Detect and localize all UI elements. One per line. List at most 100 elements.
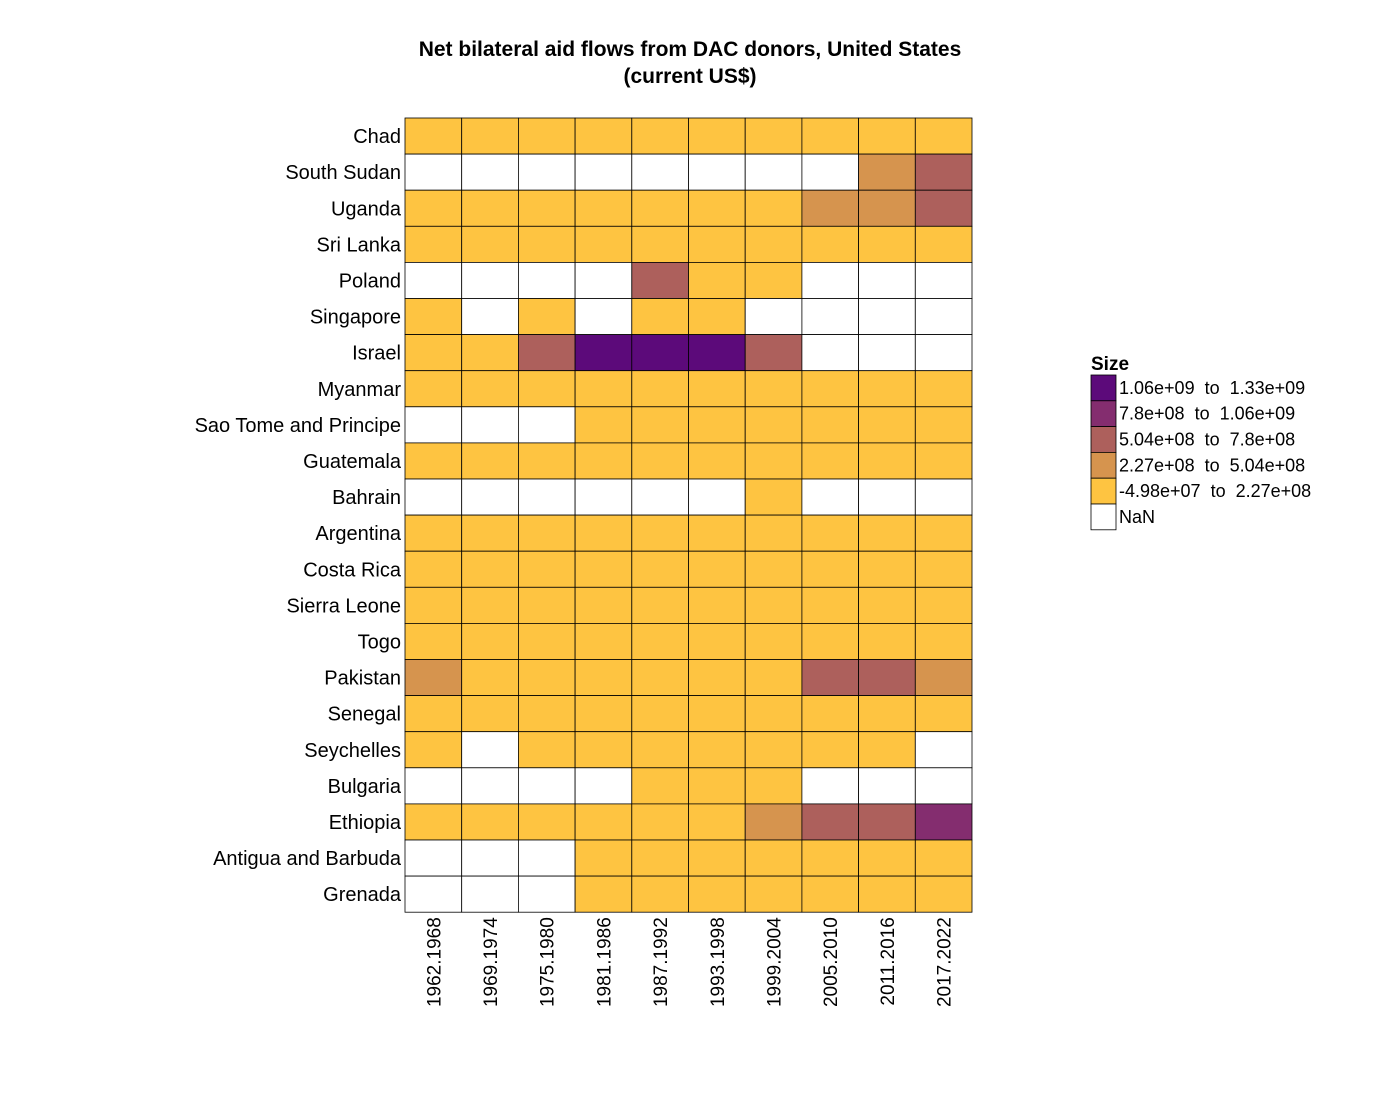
row-label: Sri Lanka: [317, 234, 402, 256]
heatmap-cell: [858, 767, 916, 805]
heatmap-cell: [914, 839, 973, 877]
heatmap-cell: [461, 478, 519, 516]
heatmap-cell: [688, 514, 746, 552]
heatmap-cell: [404, 550, 463, 588]
heatmap-cell: [801, 261, 860, 299]
heatmap-cell: [461, 875, 519, 913]
heatmap-cell: [744, 695, 803, 733]
row-label: Costa Rica: [303, 559, 402, 581]
heatmap-cell: [801, 334, 860, 372]
heatmap-cell: [574, 623, 633, 660]
row-label: Antigua and Barbuda: [213, 848, 402, 870]
heatmap-cell: [631, 586, 689, 624]
heatmap-cell: [744, 406, 803, 444]
heatmap-cell: [404, 731, 463, 769]
heatmap-cell: [518, 298, 576, 335]
heatmap-cell: [574, 261, 633, 299]
row-label: South Sudan: [285, 162, 401, 184]
row-label: Uganda: [331, 198, 402, 220]
heatmap-cell: [461, 370, 519, 408]
heatmap-cell: [801, 803, 860, 841]
heatmap-cell: [858, 875, 916, 913]
heatmap-cell: [631, 695, 689, 733]
heatmap-cell: [688, 117, 746, 155]
heatmap-cell: [688, 875, 746, 913]
heatmap-cell: [404, 442, 463, 480]
heatmap-cell: [744, 478, 803, 516]
legend-label: NaN: [1119, 507, 1155, 527]
heatmap-cell: [801, 550, 860, 588]
row-label: Myanmar: [318, 379, 402, 401]
heatmap-cell: [574, 767, 633, 805]
heatmap-cell: [461, 731, 519, 769]
legend-label: 5.04e+08 to 7.8e+08: [1119, 430, 1295, 450]
heatmap-cell: [914, 659, 973, 696]
heatmap-cell: [518, 695, 576, 733]
heatmap-cell: [744, 623, 803, 660]
heatmap-cell: [914, 298, 973, 335]
heatmap-cell: [744, 803, 803, 841]
heatmap-cell: [631, 803, 689, 841]
heatmap-cell: [858, 298, 916, 335]
row-label: Argentina: [315, 523, 401, 545]
heatmap-cell: [914, 514, 973, 552]
heatmap-cell: [631, 442, 689, 480]
heatmap-cell: [914, 586, 973, 624]
heatmap-cell: [688, 803, 746, 841]
heatmap-cell: [688, 298, 746, 335]
heatmap-cell: [461, 550, 519, 588]
heatmap-cell: [404, 334, 463, 372]
heatmap-cell: [688, 334, 746, 372]
heatmap-cell: [688, 839, 746, 877]
legend-swatch: [1090, 374, 1117, 402]
heatmap-cell: [858, 695, 916, 733]
heatmap-cell: [801, 370, 860, 408]
heatmap-cell: [574, 406, 633, 444]
row-label: Bahrain: [332, 487, 401, 509]
heatmap-cell: [518, 803, 576, 841]
heatmap-cell: [574, 189, 633, 227]
heatmap-cell: [518, 189, 576, 227]
heatmap-cell: [404, 659, 463, 696]
heatmap-cell: [518, 550, 576, 588]
heatmap-cell: [518, 225, 576, 263]
heatmap-cell: [461, 623, 519, 660]
heatmap-cell: [631, 117, 689, 155]
heatmap-cell: [914, 189, 973, 227]
row-label: Pakistan: [324, 668, 401, 690]
heatmap-cell: [461, 298, 519, 335]
heatmap-cell: [914, 478, 973, 516]
legend-swatch: [1090, 451, 1117, 479]
heatmap-cell: [518, 839, 576, 877]
heatmap-cell: [574, 225, 633, 263]
heatmap-cell: [914, 803, 973, 841]
heatmap-cell: [744, 298, 803, 335]
column-label: 2005.2010: [821, 917, 842, 1007]
heatmap-cell: [518, 117, 576, 155]
heatmap-cell: [858, 623, 916, 660]
heatmap-cell: [744, 117, 803, 155]
heatmap-cell: [461, 406, 519, 444]
heatmap-cell: [744, 514, 803, 552]
heatmap-cell: [404, 189, 463, 227]
legend-label: -4.98e+07 to 2.27e+08: [1119, 481, 1311, 501]
heatmap-cell: [404, 478, 463, 516]
heatmap-cell: [461, 695, 519, 733]
heatmap-cell: [574, 839, 633, 877]
heatmap-cell: [461, 586, 519, 624]
heatmap-cell: [744, 442, 803, 480]
column-label: 2011.2016: [878, 917, 899, 1005]
heatmap-cell: [914, 695, 973, 733]
heatmap-cell: [574, 153, 633, 191]
heatmap-cell: [518, 659, 576, 696]
heatmap-cell: [518, 334, 576, 372]
heatmap-cell: [801, 875, 860, 913]
heatmap-cell: [574, 659, 633, 696]
heatmap-cell: [744, 261, 803, 299]
row-label: Poland: [339, 270, 401, 292]
heatmap-cell: [631, 767, 689, 805]
heatmap-cell: [631, 370, 689, 408]
heatmap-cell: [744, 659, 803, 696]
legend: Size 1.06e+09 to 1.33e+09 7.8e+08 to 1.06…: [1090, 354, 1311, 531]
heatmap-cell: [801, 298, 860, 335]
